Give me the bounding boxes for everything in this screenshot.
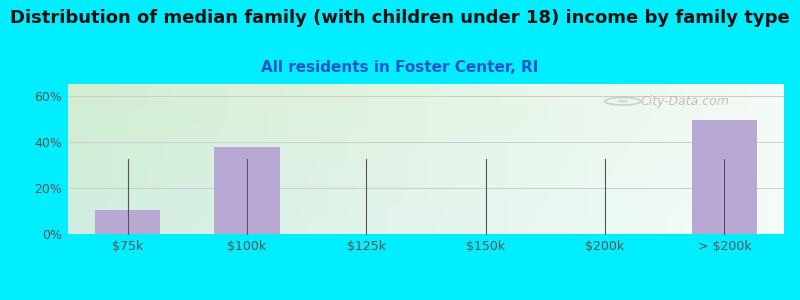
Text: All residents in Foster Center, RI: All residents in Foster Center, RI — [262, 60, 538, 75]
Bar — [95, 210, 161, 234]
Text: Distribution of median family (with children under 18) income by family type: Distribution of median family (with chil… — [10, 9, 790, 27]
Circle shape — [617, 100, 629, 103]
Text: City-Data.com: City-Data.com — [641, 95, 730, 109]
Bar — [691, 120, 757, 234]
Bar — [214, 148, 280, 234]
